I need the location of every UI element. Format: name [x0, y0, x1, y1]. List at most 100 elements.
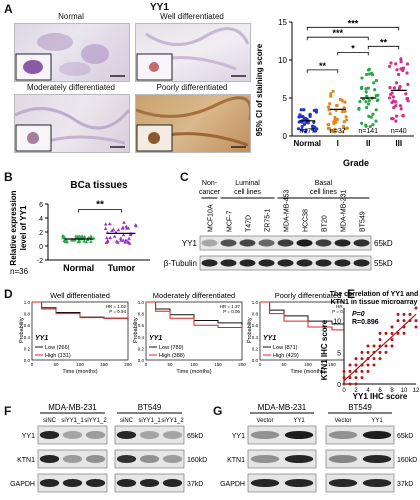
n-label: n=37 [330, 128, 346, 135]
blot-strip [247, 449, 317, 469]
data-point [360, 121, 364, 125]
significance-label: ** [380, 37, 388, 47]
lane-label: MDA-MB-453 [284, 189, 291, 232]
blot-strip [37, 449, 108, 469]
km-title: Poorly differentiated [275, 291, 342, 300]
blot-band [116, 431, 137, 439]
group-label: cell lines [234, 189, 261, 196]
panel-label-a: A [4, 2, 13, 16]
data-point [364, 87, 368, 91]
data-point [302, 108, 306, 112]
data-point [394, 62, 398, 66]
blot-strip [325, 473, 395, 493]
blot-band [39, 479, 60, 487]
data-point [119, 238, 123, 242]
lane-label: YY1 [371, 418, 383, 424]
data-point [105, 238, 110, 243]
category-label: Normal [63, 263, 94, 273]
km-ytick-label: 0.8 [138, 312, 145, 317]
chart-b-ytick-label: 4 [39, 216, 43, 223]
cell-line-label: MDA-MB-231 [258, 403, 307, 412]
cell-line-label: MDA-MB-231 [48, 403, 97, 412]
category-label: Tumor [108, 263, 136, 273]
km-legend-low: Low (266) [45, 345, 70, 351]
chart-e-xlabel: YY1 IHC score [353, 392, 408, 401]
blot-band [328, 479, 358, 487]
lane-label: MCF10A [208, 204, 215, 232]
data-point [395, 114, 399, 118]
blot-band [116, 479, 137, 487]
data-point [341, 130, 345, 134]
data-point [121, 238, 126, 242]
km-ylabel: Probability [247, 317, 253, 343]
data-point [360, 357, 364, 361]
significance-bracket [306, 26, 400, 31]
data-point [395, 68, 399, 72]
data-point [89, 234, 93, 238]
data-point [300, 128, 304, 132]
chart-e-ytick-label: 10 [333, 319, 341, 326]
cell-line-label: BT549 [348, 403, 372, 412]
group-label: Luminal [235, 180, 260, 187]
km-legend-high: High (131) [45, 353, 71, 359]
chart-e-xtick-label: 10 [401, 388, 408, 394]
blot-band [220, 259, 237, 267]
km-hr: HR = 1.02 [106, 304, 127, 309]
data-point [326, 105, 331, 109]
data-point [335, 103, 339, 108]
km-xtick-label: 100 [76, 362, 84, 367]
data-point [313, 129, 318, 133]
blot-band [250, 479, 280, 487]
km-frame [145, 301, 243, 361]
chart-e-ytick-label: 0 [337, 382, 341, 389]
blot-band [62, 455, 83, 463]
blot-row-label: KTN1 [227, 457, 245, 464]
data-point [404, 92, 408, 96]
data-point [390, 117, 394, 121]
data-point [376, 98, 380, 102]
blot-band [296, 239, 313, 247]
km-xtick-label: 50 [53, 362, 59, 367]
km-xtick-label: 150 [328, 362, 336, 367]
blot-band [39, 431, 60, 439]
data-point [372, 344, 376, 348]
data-point [329, 92, 333, 96]
chart-e-xtick-label: 12 [413, 388, 420, 394]
blot-band [296, 259, 313, 267]
category-label: I [337, 139, 339, 148]
blot-band [353, 259, 370, 267]
km-hr: HR = 1.37 [220, 304, 241, 309]
data-point [354, 376, 358, 380]
blot-band [315, 239, 332, 247]
group-label: Basal [315, 180, 333, 187]
ihc-title-poor: Poorly differentiated [156, 83, 228, 92]
data-point [402, 331, 406, 335]
data-point [406, 82, 410, 86]
data-point [390, 101, 394, 105]
blot-band [258, 259, 275, 267]
ihc-title-well: Well differentiated [160, 12, 224, 21]
data-point [384, 350, 388, 354]
data-point [328, 102, 332, 106]
chart-e-title-1: The correlation of YY1 and [330, 291, 419, 298]
data-point [123, 240, 127, 244]
chart-b-ytick-label: -2 [37, 258, 43, 265]
data-point [364, 124, 368, 128]
chart-e-stat-p: P=0 [352, 311, 365, 318]
data-point [126, 240, 131, 244]
data-point [365, 105, 369, 110]
ihc-image-moderate [14, 94, 130, 153]
category-label: Normal [293, 139, 321, 148]
blot-size-label: 55kD [374, 259, 393, 268]
km-xlabel: Time (months) [62, 369, 97, 375]
km-legend-high: High (429) [273, 353, 299, 359]
blot-band [62, 479, 83, 487]
data-point [372, 81, 376, 85]
panel-label-c: C [180, 170, 189, 184]
data-point [392, 106, 396, 110]
data-point [366, 102, 371, 106]
lane-label: BT20 [322, 215, 329, 232]
significance-label: ** [96, 200, 104, 211]
data-point [104, 240, 109, 244]
